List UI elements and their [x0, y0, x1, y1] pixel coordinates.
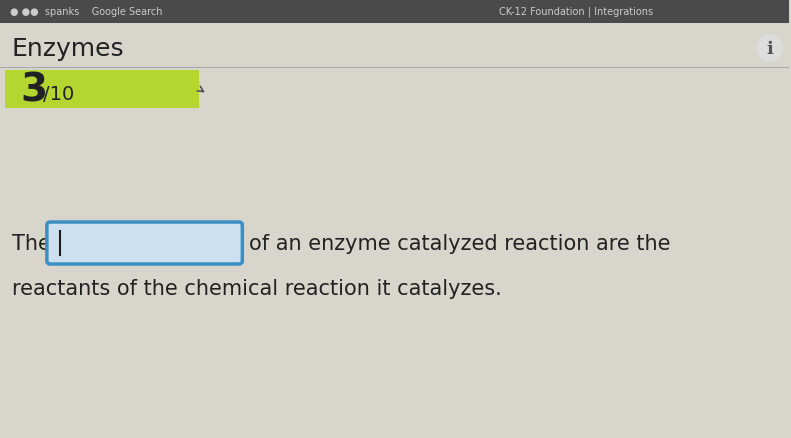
Text: Enzymes: Enzymes — [12, 37, 125, 61]
FancyBboxPatch shape — [0, 0, 789, 24]
Text: CK-12 Foundation | Integrations: CK-12 Foundation | Integrations — [498, 7, 653, 17]
Text: /10: /10 — [43, 85, 74, 104]
FancyBboxPatch shape — [47, 223, 242, 265]
Text: ● ●●  spanks    Google Search: ● ●● spanks Google Search — [10, 7, 162, 17]
Text: ℹ: ℹ — [766, 40, 774, 58]
Text: of an enzyme catalyzed reaction are the: of an enzyme catalyzed reaction are the — [249, 233, 671, 254]
Text: 3: 3 — [20, 71, 47, 109]
Text: The: The — [12, 233, 51, 254]
Circle shape — [757, 36, 783, 62]
Text: reactants of the chemical reaction it catalyzes.: reactants of the chemical reaction it ca… — [12, 279, 501, 298]
FancyBboxPatch shape — [5, 71, 199, 109]
